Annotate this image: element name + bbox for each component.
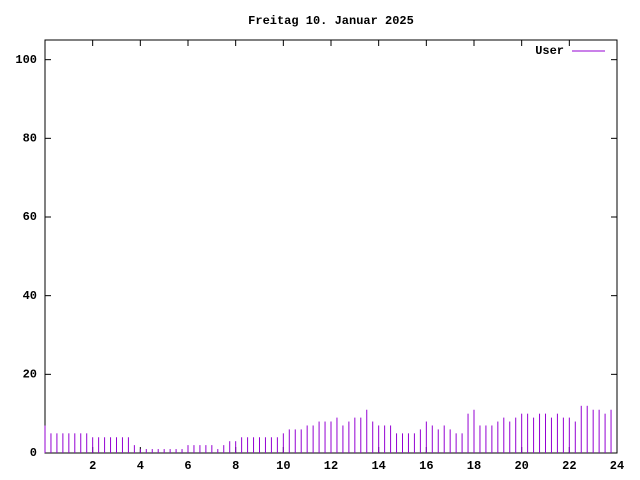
chart-title: Freitag 10. Januar 2025 xyxy=(248,14,414,28)
x-tick-label: 4 xyxy=(137,459,144,473)
x-tick-label: 16 xyxy=(419,459,433,473)
x-tick-label: 2 xyxy=(89,459,96,473)
x-tick-label: 18 xyxy=(467,459,481,473)
x-tick-label: 22 xyxy=(562,459,576,473)
x-tick-label: 24 xyxy=(610,459,624,473)
y-tick-label: 60 xyxy=(23,210,37,224)
x-tick-label: 12 xyxy=(324,459,338,473)
y-tick-label: 100 xyxy=(15,53,37,67)
y-tick-label: 40 xyxy=(23,289,37,303)
x-tick-label: 14 xyxy=(371,459,385,473)
y-tick-label: 80 xyxy=(23,132,37,146)
legend-label: User xyxy=(535,44,564,58)
y-tick-label: 20 xyxy=(23,368,37,382)
x-tick-label: 6 xyxy=(184,459,191,473)
y-tick-label: 0 xyxy=(30,446,37,460)
x-tick-label: 20 xyxy=(514,459,528,473)
x-tick-label: 8 xyxy=(232,459,239,473)
x-tick-label: 10 xyxy=(276,459,290,473)
